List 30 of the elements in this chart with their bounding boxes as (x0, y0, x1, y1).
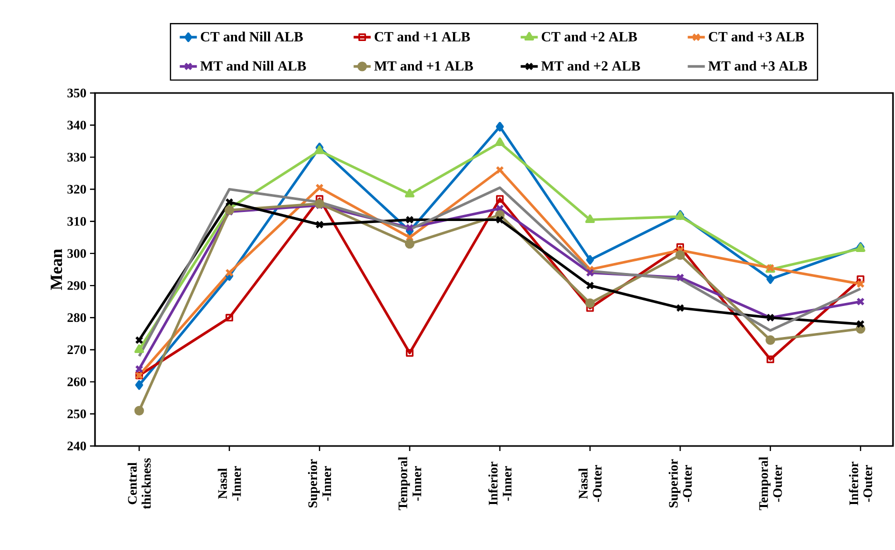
y-tick-label: 330 (67, 152, 86, 162)
y-tick-label: 250 (68, 410, 86, 418)
x-tick-label: Central thickness (128, 458, 151, 509)
x-tick-label: Temporal -Outer (758, 456, 782, 510)
x-tick-label: Temporal -Inner (398, 456, 422, 510)
x-tick-label: Inferior -Inner (488, 462, 512, 506)
legend-label: CT and +3 ALB (708, 32, 804, 42)
y-tick-label: 280 (68, 313, 86, 322)
y-tick-label: 300 (67, 249, 86, 258)
legend-label: MT and +3 ALB (708, 60, 808, 71)
x-tick-label: Superior -Outer (668, 459, 692, 508)
x-tick-label: Inferior -Outer (848, 462, 872, 506)
y-tick-label: 240 (68, 442, 86, 450)
y-axis-title: Mean (50, 248, 62, 290)
y-tick-label: 310 (67, 216, 86, 226)
x-tick-label: Nasal -Inner (218, 466, 241, 501)
y-tick-label: 270 (68, 345, 86, 354)
legend-label: MT and +1 ALB (374, 60, 473, 71)
x-tick-label: Superior -Inner (308, 459, 332, 508)
y-tick-label: 290 (68, 281, 86, 290)
legend-label: MT and Nill ALB (200, 60, 306, 71)
y-tick-label: 340 (67, 120, 86, 130)
y-tick-label: 350 (67, 88, 86, 98)
legend-label: CT and +2 ALB (542, 32, 637, 42)
legend-label: CT and Nill ALB (200, 32, 303, 42)
y-tick-label: 260 (68, 377, 86, 386)
legend-label: CT and +1 ALB (374, 32, 470, 42)
legend-label: MT and +2 ALB (541, 60, 640, 71)
x-tick-label: Nasal -Outer (578, 465, 602, 502)
y-tick-label: 320 (67, 184, 86, 194)
